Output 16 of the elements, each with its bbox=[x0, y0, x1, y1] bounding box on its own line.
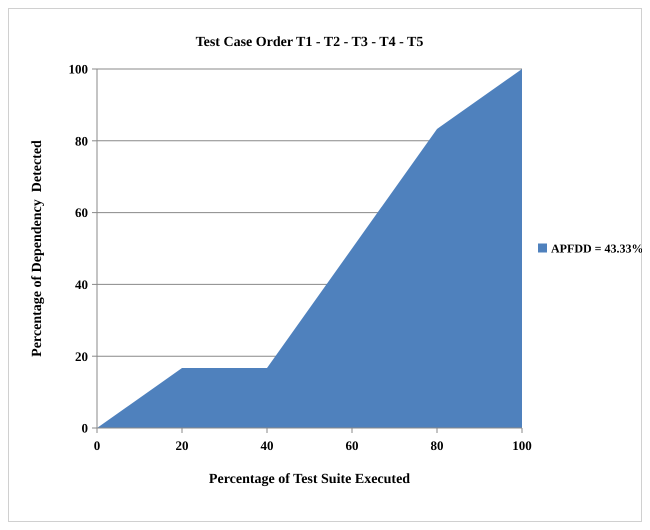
legend-label: APFDD = 43.33% bbox=[551, 242, 644, 256]
y-axis-title: Percentage of Dependency Detected bbox=[30, 140, 45, 357]
x-tick-label: 100 bbox=[512, 438, 532, 453]
x-tick-label: 0 bbox=[94, 438, 100, 453]
y-tick-label: 0 bbox=[82, 420, 88, 436]
y-tick-label: 60 bbox=[75, 205, 88, 220]
y-tick-label: 20 bbox=[75, 348, 88, 364]
x-tick-label: 60 bbox=[346, 438, 358, 453]
x-axis-title: Percentage of Test Suite Executed bbox=[208, 472, 410, 487]
y-tick-label: 40 bbox=[75, 276, 88, 292]
x-tick-label: 40 bbox=[260, 438, 274, 453]
y-tick-label: 100 bbox=[68, 62, 88, 77]
x-tick-label: 20 bbox=[176, 438, 188, 453]
chart-title: Test Case Order T1 - T2 - T3 - T4 - T5 bbox=[196, 35, 424, 50]
y-tick-label: 80 bbox=[75, 133, 88, 148]
x-tick-label: 80 bbox=[430, 438, 444, 453]
